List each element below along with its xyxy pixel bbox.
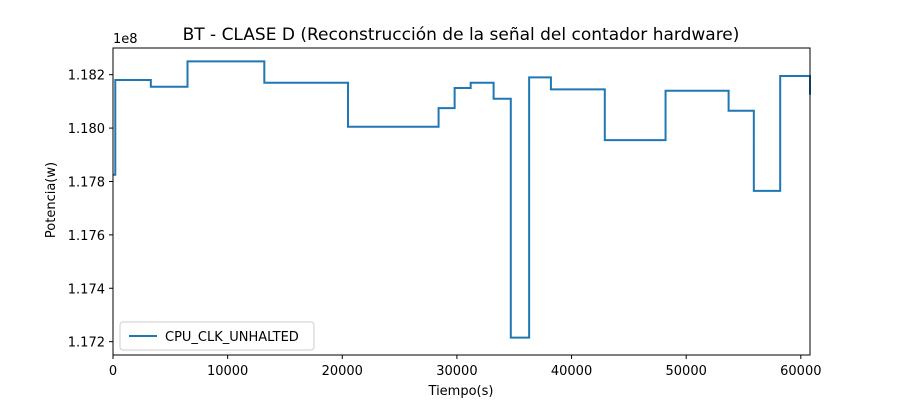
x-tick-label: 30000	[436, 364, 477, 379]
y-tick-label: 1.180	[68, 122, 105, 137]
x-tick-label: 50000	[666, 364, 707, 379]
legend: CPU_CLK_UNHALTED	[119, 321, 315, 351]
plot-area	[112, 47, 811, 356]
y-axis-label: Potencia(w)	[44, 162, 59, 238]
legend-label: CPU_CLK_UNHALTED	[165, 330, 299, 345]
chart-title: BT - CLASE D (Reconstrucción de la señal…	[183, 25, 740, 45]
y-tick-label: 1.172	[68, 336, 105, 351]
y-tick-label: 1.182	[68, 69, 105, 84]
x-tick-label: 60000	[780, 364, 821, 379]
legend-box	[119, 321, 315, 351]
y-offset-text: 1e8	[113, 32, 138, 47]
series-line-0	[113, 60, 811, 339]
y-tick-label: 1.176	[68, 229, 105, 244]
y-tick-label: 1.178	[68, 175, 105, 190]
y-tick-label: 1.174	[68, 282, 105, 297]
x-tick-label: 0	[109, 364, 117, 379]
x-tick-label: 10000	[207, 364, 248, 379]
x-axis-label: Tiempo(s)	[428, 384, 494, 399]
x-tick-label: 20000	[322, 364, 363, 379]
x-tick-label: 40000	[551, 364, 592, 379]
